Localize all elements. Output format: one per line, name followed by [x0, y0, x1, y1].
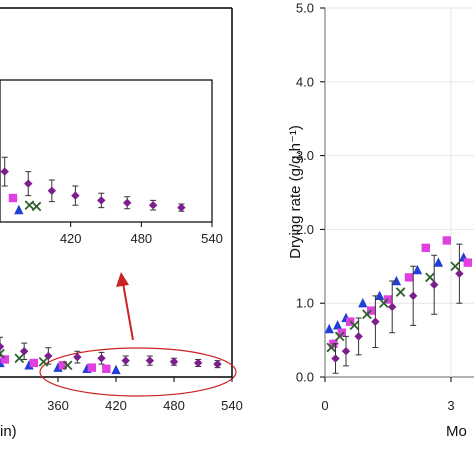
- left-x-tick-label: 540: [221, 398, 243, 413]
- left-point-x: [38, 356, 49, 367]
- text-layer: in) Mo Drying rate (g/g.h⁻¹) 360 420 480 54…: [0, 1, 467, 441]
- left-x-tick-label: 360: [47, 398, 69, 413]
- grid-layer: [324, 7, 474, 378]
- right-point-diamond: [409, 291, 418, 301]
- left-point-diamond: [73, 352, 82, 362]
- right-point-square: [404, 273, 414, 282]
- right-point-triangle: [412, 264, 423, 275]
- inset-point-triangle: [14, 204, 24, 215]
- right-point-x: [349, 320, 360, 331]
- inset-x-tick-label: 540: [201, 231, 223, 246]
- left-point-x: [14, 353, 25, 364]
- left-x-axis-label: in): [0, 423, 17, 440]
- right-point-square: [337, 328, 346, 337]
- right-point-triangle: [433, 257, 444, 267]
- left-point-diamond: [169, 357, 179, 366]
- right-point-diamond: [354, 332, 363, 341]
- left-point-square: [87, 363, 97, 372]
- left-point-square: [0, 355, 10, 364]
- right-point-square: [463, 258, 472, 267]
- inset-x-tick-label: 480: [130, 231, 152, 246]
- inset-point-square: [8, 193, 18, 203]
- left-point-diamond: [121, 356, 130, 365]
- left-point-diamond: [97, 354, 106, 363]
- annotation-arrow-head: [116, 272, 129, 287]
- left-point-diamond: [193, 358, 203, 368]
- inset-border: [0, 79, 213, 223]
- right-y-tick-label: 4.0: [296, 74, 314, 89]
- right-point-triangle: [332, 320, 343, 330]
- right-point-triangle: [374, 290, 385, 301]
- left-point-diamond: [145, 356, 155, 365]
- right-point-x: [450, 261, 461, 272]
- inset-x-tick-label: 420: [60, 231, 82, 246]
- marks-layer: [0, 7, 472, 382]
- right-point-diamond: [331, 354, 340, 363]
- right-point-diamond: [455, 269, 464, 278]
- right-point-diamond: [341, 346, 351, 356]
- right-point-x: [378, 298, 389, 309]
- left-x-tick-label: 480: [163, 398, 185, 413]
- left-point-diamond: [0, 342, 5, 351]
- left-x-tick-label: 420: [105, 398, 127, 413]
- right-point-square: [421, 243, 430, 253]
- right-y-tick-label: 0.0: [296, 370, 314, 385]
- annotation-arrow-shaft: [122, 282, 134, 341]
- right-point-triangle: [358, 298, 368, 308]
- right-point-x: [425, 272, 435, 283]
- right-y-tick-label: 5.0: [296, 1, 314, 16]
- right-point-x: [395, 287, 406, 297]
- left-point-x: [0, 348, 5, 359]
- annotation-ellipse: [39, 347, 237, 397]
- left-point-x: [62, 360, 73, 371]
- right-x-tick-label: 0: [321, 398, 328, 413]
- right-x-axis-label: Mo: [446, 423, 467, 440]
- left-point-square: [29, 358, 39, 368]
- right-y-tick-label: 2.0: [296, 222, 314, 237]
- right-point-triangle: [324, 323, 334, 334]
- left-point-diamond: [19, 347, 29, 356]
- left-point-diamond: [213, 359, 222, 369]
- inset-panel: [0, 79, 213, 223]
- right-point-diamond: [388, 302, 397, 312]
- inset-point-diamond: [47, 186, 57, 195]
- inset-point-diamond: [177, 203, 186, 212]
- inset-point-diamond: [148, 201, 158, 210]
- inset-point-diamond: [24, 179, 33, 188]
- right-point-diamond: [371, 317, 380, 326]
- inset-point-x: [31, 201, 42, 212]
- right-point-x: [334, 331, 345, 342]
- left-point-triangle: [111, 364, 121, 375]
- right-y-axis-label: Drying rate (g/g.h⁻¹): [287, 125, 304, 259]
- inset-point-diamond: [97, 196, 106, 205]
- right-point-diamond: [430, 280, 439, 289]
- right-y-tick-label: 1.0: [296, 296, 314, 311]
- right-x-tick-label: 3: [447, 398, 454, 413]
- right-point-x: [326, 342, 337, 353]
- annotation-layer: [39, 272, 237, 397]
- inset-point-diamond: [71, 191, 80, 200]
- right-y-tick-label: 3.0: [296, 148, 314, 163]
- right-point-triangle: [391, 275, 402, 286]
- left-point-square: [58, 361, 68, 370]
- right-point-square: [442, 236, 451, 245]
- left-point-square: [102, 364, 111, 374]
- inset-point-diamond: [0, 167, 9, 176]
- inset-point-diamond: [123, 198, 132, 207]
- right-point-x: [362, 309, 372, 320]
